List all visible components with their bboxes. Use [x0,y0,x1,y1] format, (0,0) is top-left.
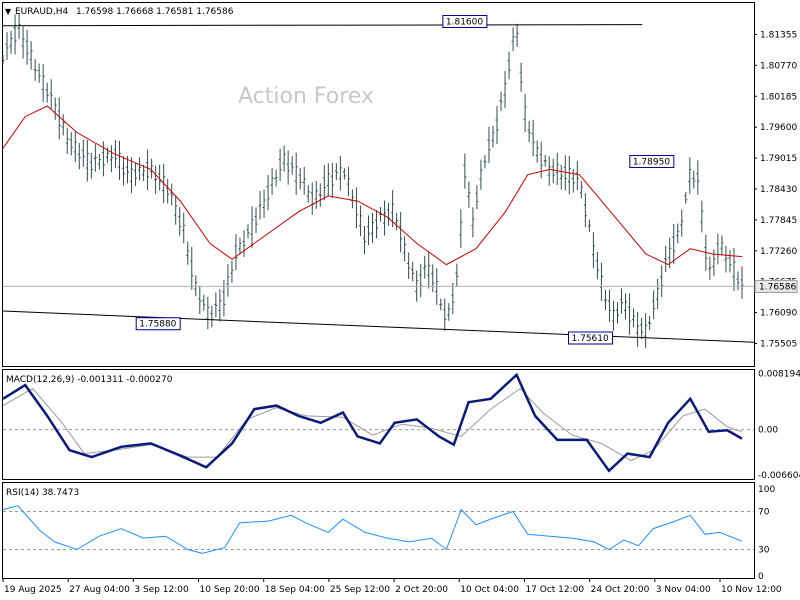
rsi-tick-label: 30 [758,546,770,556]
price-tick-label: 1.80770 [760,61,797,71]
time-tick-label: 3 Nov 04:00 [656,585,711,595]
time-axis: 19 Aug 2025 27 Aug 04:00 3 Sep 12:00 10 Sep… [2,578,782,595]
macd-axis: 0.008194 0.00 -0.006604 [758,369,800,480]
macd-pane [2,369,755,480]
candlestick-series [1,14,744,349]
moving-average-line [2,105,743,266]
macd-tick-label: 0.00 [758,426,778,436]
watermark: Action Forex [238,84,374,109]
price-label-box [568,331,614,345]
price-label-text: 1.75880 [139,320,176,330]
symbol-title: EURAUD,H4 [15,7,68,17]
time-tick-label: 10 Nov 12:00 [721,585,782,595]
current-price-box [754,279,798,293]
price-tick-label: 1.78430 [760,185,797,195]
trendline [2,24,643,27]
price-label-text: 1.78950 [633,158,670,168]
price-label-box [135,317,181,331]
price-label-box [629,155,675,169]
time-tick-label: 27 Aug 04:00 [69,585,130,595]
trendline [2,310,755,343]
time-tick-label: 25 Sep 12:00 [330,585,390,595]
price-tick-label: 1.79015 [760,154,797,164]
rsi-label: RSI(14) 38.7473 [6,488,79,498]
price-label-text: 1.75610 [572,334,609,344]
rsi-tick-label: 70 [758,508,770,518]
time-tick-label: 3 Sep 12:00 [134,585,189,595]
rsi-levels [3,511,754,550]
trendlines [2,24,755,343]
price-labels: 1.81600 1.78950 1.75880 1.75610 [135,14,675,345]
time-tick-label: 10 Oct 04:00 [460,585,519,595]
price-tick-label: 1.76090 [760,309,797,319]
collapse-icon[interactable]: ▼ [5,7,12,16]
price-tick-label: 1.79600 [760,123,797,133]
current-price-tag: 1.76586 [754,279,798,293]
time-tick-label: 18 Sep 04:00 [265,585,325,595]
rsi-axis: 100 70 30 0 [758,485,775,582]
rsi-tick-label: 0 [758,572,764,582]
price-tick-label: 1.80185 [760,92,797,102]
price-pane [2,2,755,367]
price-tick-label: 1.77845 [760,216,797,226]
time-tick-label: 10 Sep 20:00 [200,585,260,595]
price-label-text: 1.81600 [446,17,483,27]
macd-signal-line [2,387,743,462]
price-axis: 1.81355 1.80770 1.80185 1.79600 1.79015 1.784… [754,30,797,350]
price-tick-label: 1.81355 [760,30,797,40]
rsi-pane [2,482,755,579]
ohlc-readout: 1.76598 1.76668 1.76581 1.76586 [76,7,234,17]
price-tick-label: 1.77260 [760,247,797,257]
time-tick-label: 24 Oct 20:00 [591,585,650,595]
rsi-tick-label: 100 [758,485,775,495]
time-tick-label: 17 Oct 12:00 [525,585,584,595]
macd-label: MACD(12,26,9) -0.001311 -0.000270 [6,375,173,385]
macd-main-line [2,372,743,473]
macd-tick-label: -0.006604 [758,471,800,481]
rsi-line [2,505,743,554]
macd-tick-label: 0.008194 [758,369,800,379]
current-price-text: 1.76586 [759,282,796,292]
time-tick-label: 19 Aug 2025 [4,585,62,595]
time-tick-label: 2 Oct 20:00 [395,585,448,595]
price-label-box [442,14,488,28]
price-tick-label: 1.75505 [760,340,797,350]
